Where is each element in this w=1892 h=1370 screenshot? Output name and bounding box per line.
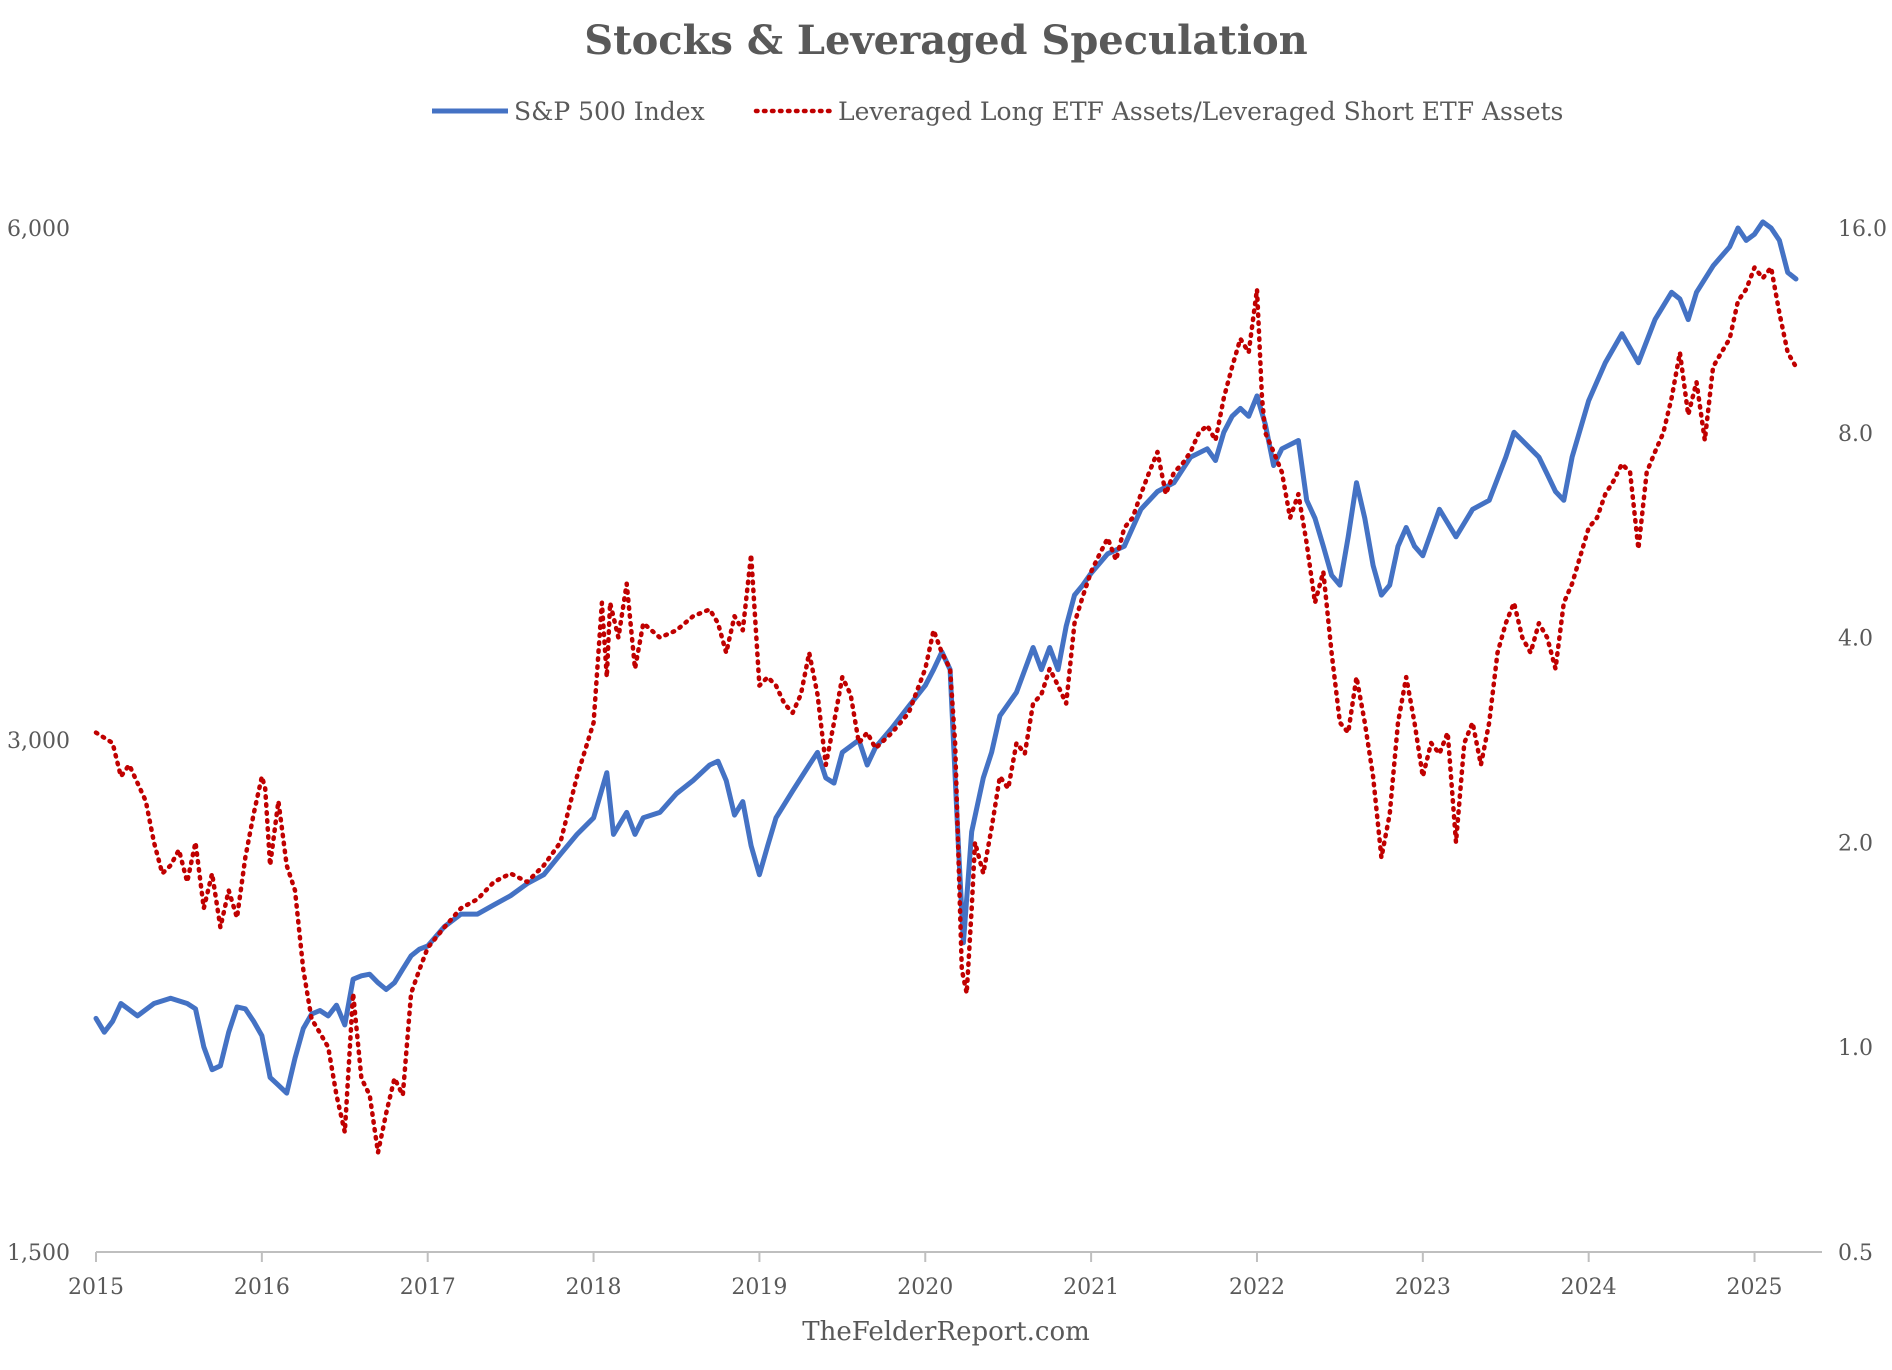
y-right-axis-ticks: 0.5 1.0 2.0 4.0 8.0 16.0 [1838, 217, 1887, 1266]
chart-source: TheFelderReport.com [802, 1317, 1090, 1347]
y-right-tick-label: 4.0 [1838, 627, 1873, 652]
x-tick-label: 2017 [400, 1275, 456, 1300]
x-tick-label: 2018 [566, 1275, 622, 1300]
y-right-tick-label: 16.0 [1838, 217, 1887, 242]
legend-label-sp500: S&P 500 Index [514, 97, 705, 126]
y-left-axis-ticks: 1,500 3,000 6,000 [7, 217, 70, 1266]
x-tick-label: 2019 [731, 1275, 787, 1300]
x-tick-label: 2025 [1727, 1275, 1783, 1300]
y-left-tick-label: 6,000 [7, 217, 70, 242]
legend: S&P 500 Index Leveraged Long ETF Assets/… [432, 97, 1563, 126]
x-tick-label: 2021 [1063, 1275, 1119, 1300]
x-tick-label: 2015 [68, 1275, 124, 1300]
x-axis-ticks: 2015 2016 2017 2018 2019 2020 2021 2022 2023 2024… [68, 1252, 1783, 1300]
x-tick-label: 2020 [897, 1275, 953, 1300]
series-line-leveraged-ratio [93, 265, 1799, 1155]
y-right-tick-label: 8.0 [1838, 422, 1873, 447]
y-left-tick-label: 3,000 [7, 729, 70, 754]
x-tick-label: 2022 [1229, 1275, 1285, 1300]
y-right-tick-label: 0.5 [1838, 1241, 1873, 1266]
chart-title: Stocks & Leveraged Speculation [584, 17, 1307, 64]
y-right-tick-label: 2.0 [1838, 831, 1873, 856]
y-right-tick-label: 1.0 [1838, 1036, 1873, 1061]
x-tick-label: 2016 [234, 1275, 290, 1300]
x-tick-label: 2024 [1561, 1275, 1617, 1300]
y-left-tick-label: 1,500 [7, 1241, 70, 1266]
x-tick-label: 2023 [1395, 1275, 1451, 1300]
legend-label-leveraged-ratio: Leveraged Long ETF Assets/Leveraged Shor… [838, 97, 1563, 126]
